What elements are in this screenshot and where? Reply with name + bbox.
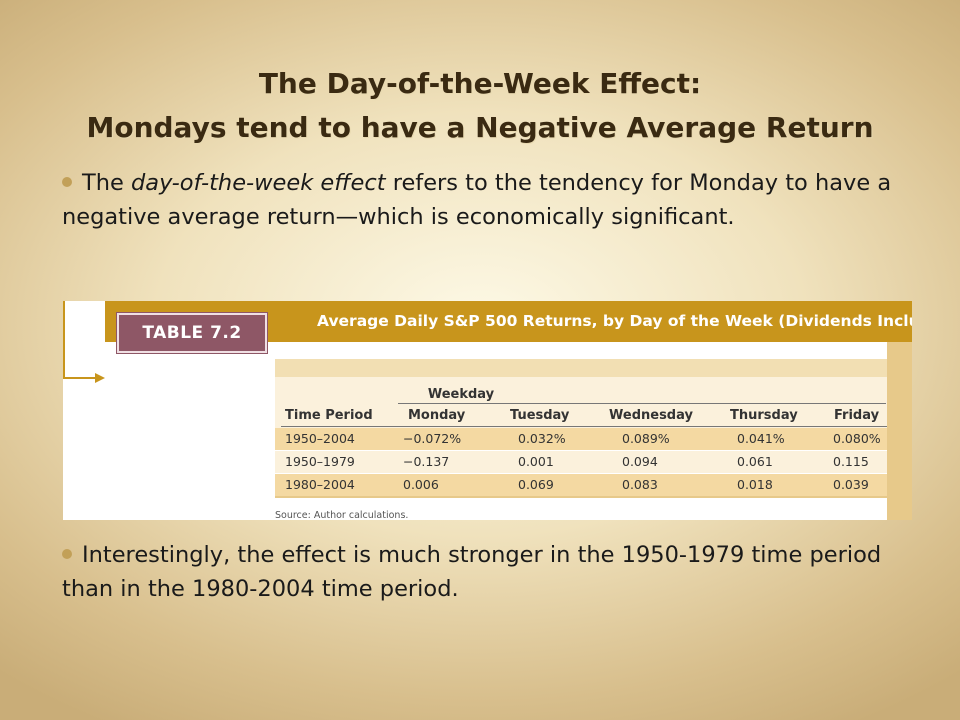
bullet1-emphasis: day-of-the-week effect <box>131 170 386 196</box>
table-title: Average Daily S&P 500 Returns, by Day of… <box>317 312 912 330</box>
table-figure: Average Daily S&P 500 Returns, by Day of… <box>63 301 912 520</box>
bullet-dot-icon <box>62 176 72 187</box>
slide-title-line-2: Mondays tend to have a Negative Average … <box>86 111 874 144</box>
table-row: 1950–2004 −0.072% 0.032% 0.089% 0.041% 0… <box>275 428 887 450</box>
row-separator <box>275 473 887 474</box>
weekday-group-header: Weekday <box>427 387 495 402</box>
column-header-time-period: Time Period <box>285 408 373 423</box>
bullet2-text: Interestingly, the effect is much strong… <box>62 542 882 602</box>
column-header-friday: Friday <box>834 408 880 423</box>
cell-time-period: 1950–2004 <box>285 431 355 446</box>
cell-friday: 0.115 <box>833 454 869 469</box>
cell-monday: −0.137 <box>403 454 450 469</box>
bullet1-post: refers to the tendency for Monday to hav… <box>62 170 892 230</box>
column-header-wednesday: Wednesday <box>609 408 693 423</box>
bullet-time-period-comparison: Interestingly, the effect is much strong… <box>62 538 922 606</box>
cell-friday: 0.039 <box>833 477 869 492</box>
column-header-tuesday: Tuesday <box>510 408 570 423</box>
cell-monday: −0.072% <box>403 431 462 446</box>
weekday-rule <box>398 403 886 404</box>
table-source-note: Source: Author calculations. <box>275 510 409 520</box>
cell-tuesday: 0.001 <box>518 454 554 469</box>
bracket-line <box>63 377 97 379</box>
cell-thursday: 0.018 <box>737 477 773 492</box>
arrow-right-icon <box>95 373 105 383</box>
cell-tuesday: 0.069 <box>518 477 554 492</box>
cell-time-period: 1950–1979 <box>285 454 355 469</box>
table-top-band <box>275 359 900 377</box>
table-tag: TABLE 7.2 <box>117 313 267 353</box>
cell-wednesday: 0.089% <box>622 431 670 446</box>
cell-wednesday: 0.083 <box>622 477 658 492</box>
header-rule <box>281 426 887 427</box>
table-side-band <box>887 342 912 520</box>
table-row: 1950–1979 −0.137 0.001 0.094 0.061 0.115 <box>275 451 887 473</box>
bullet-day-of-week-definition: The day-of-the-week effect refers to the… <box>62 166 922 234</box>
cell-friday: 0.080% <box>833 431 881 446</box>
bullet1-pre: The <box>82 170 131 196</box>
cell-thursday: 0.041% <box>737 431 785 446</box>
column-header-thursday: Thursday <box>730 408 798 423</box>
row-separator <box>275 450 887 451</box>
table-row: 1980–2004 0.006 0.069 0.083 0.018 0.039 <box>275 474 887 496</box>
cell-time-period: 1980–2004 <box>285 477 355 492</box>
cell-wednesday: 0.094 <box>622 454 658 469</box>
bracket-line <box>63 301 65 379</box>
column-header-monday: Monday <box>408 408 466 423</box>
cell-monday: 0.006 <box>403 477 439 492</box>
cell-tuesday: 0.032% <box>518 431 566 446</box>
slide-title: The Day-of-the-Week Effect: Mondays tend… <box>0 62 960 150</box>
slide-title-line-1: The Day-of-the-Week Effect: <box>258 67 702 100</box>
cell-thursday: 0.061 <box>737 454 773 469</box>
bullet-dot-icon <box>62 548 72 559</box>
table-bottom-band <box>275 495 900 498</box>
